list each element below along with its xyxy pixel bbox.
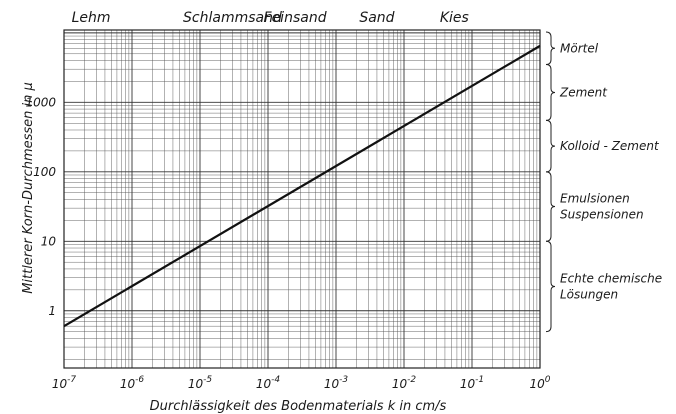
bracket-label: Suspensionen [560, 208, 644, 222]
y-tick-label: 100 [33, 165, 56, 179]
bracket-label: Mörtel [560, 41, 599, 55]
range-bracket [545, 31, 556, 66]
top-category-label: Schlammsand [183, 10, 282, 26]
y-tick-label: 1000 [25, 95, 56, 109]
x-tick-label: 100 [529, 375, 550, 391]
top-category-label: Kies [440, 10, 469, 26]
top-category-label: Feinsand [264, 10, 327, 26]
top-category-label: Sand [359, 10, 394, 26]
data-series [63, 44, 541, 328]
series-line [63, 44, 541, 328]
x-tick-label: 10-5 [188, 375, 213, 391]
x-tick-labels: 10-7 10-6 10-5 10-4 10-3 10-2 10-1 100 [52, 375, 551, 391]
range-bracket [545, 119, 556, 173]
bracket-label: Zement [559, 85, 608, 99]
top-category-label: Lehm [72, 10, 111, 26]
bracket-label: Emulsionen [560, 192, 630, 206]
x-tick-label: 10-6 [120, 375, 145, 391]
plot-frame [63, 29, 541, 369]
grid-minor [64, 30, 540, 368]
x-tick-label: 10-4 [256, 375, 281, 391]
x-tick-label: 10-2 [392, 375, 417, 391]
bracket-label: Lösungen [560, 287, 618, 301]
right-bracket-annotations: Mörtel Zement Kolloid - Zement Emulsionen Su… [545, 31, 662, 333]
x-tick-label: 10-3 [324, 375, 349, 391]
x-axis-label: Durchlässigkeit des Bodenmaterials k in … [150, 399, 447, 414]
y-tick-label: 1 [48, 304, 56, 318]
bracket-label: Echte chemische [560, 271, 662, 285]
y-tick-label: 10 [41, 234, 57, 248]
range-bracket [545, 64, 556, 121]
x-tick-label: 10-1 [460, 375, 484, 391]
x-tick-label: 10-7 [52, 375, 77, 391]
range-bracket [545, 240, 556, 333]
y-tick-labels: 1 10 100 1000 [25, 95, 56, 317]
y-axis-label: Mittlerer Korn-Durchmessen in μ [21, 82, 36, 294]
bracket-label: Kolloid - Zement [560, 139, 660, 153]
range-bracket [545, 171, 556, 242]
